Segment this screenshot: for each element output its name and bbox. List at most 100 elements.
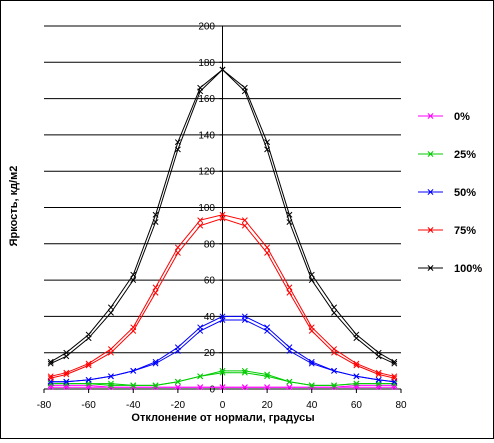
- data-point-75%-y_b-2: [85, 360, 92, 367]
- data-point-75%-y_b-13: [331, 346, 338, 353]
- data-point-50%-y_b-12: [308, 358, 315, 365]
- legend-marker-75%: [427, 227, 434, 233]
- legend-marker-25%: [427, 151, 434, 157]
- data-point-0%-y_b-11: [286, 384, 293, 391]
- legend-label-0%: 0%: [454, 111, 470, 123]
- y-tick-label-140: 140: [198, 130, 215, 141]
- data-point-75%-y_b-5: [152, 284, 159, 291]
- data-point-100%-y_b-0: [47, 358, 54, 365]
- data-point-100%-y_b-4: [130, 271, 137, 278]
- data-point-50%-y_b-11: [286, 344, 293, 351]
- x-tick-labels: -80 -60 -40 -20 0 20 40 60 80: [37, 400, 407, 411]
- data-point-25%-y_b-9: [241, 367, 248, 374]
- legend-item-25%: 25%: [418, 149, 476, 161]
- data-point-75%-y_b-10: [264, 244, 271, 251]
- x-tick-label--60: -60: [81, 400, 96, 411]
- x-axis-title: Отклонение от нормали, градусы: [131, 412, 314, 424]
- data-point-75%-y_b-0: [47, 373, 54, 380]
- data-point-25%-y_b-11: [286, 378, 293, 385]
- data-point-75%-y_b-16: [391, 373, 398, 380]
- y-tick-label-60: 60: [204, 276, 216, 287]
- data-point-25%-y_b-6: [174, 378, 181, 385]
- data-point-100%-y_b-7: [197, 84, 204, 91]
- data-point-75%-y_b-9: [241, 217, 248, 224]
- data-point-100%-y_b-6: [174, 139, 181, 146]
- data-point-100%-y_b-10: [264, 139, 271, 146]
- data-point-50%-y_b-10: [264, 324, 271, 331]
- data-point-25%-y_b-12: [308, 382, 315, 389]
- data-point-50%-y_b-13: [331, 367, 338, 374]
- data-point-100%-y_b-9: [241, 84, 248, 91]
- data-point-75%-y_a-7: [197, 222, 204, 229]
- data-point-100%-y_a-4: [130, 277, 137, 284]
- y-tick-label-80: 80: [204, 239, 216, 250]
- data-point-75%-y_b-11: [286, 284, 293, 291]
- x-tick-label-0: 0: [220, 400, 226, 411]
- data-point-75%-y_b-14: [353, 360, 360, 367]
- data-point-75%-y_b-7: [197, 217, 204, 224]
- legend-marker-0%: [427, 113, 434, 119]
- data-point-100%-y_b-11: [286, 211, 293, 218]
- x-tick-label--80: -80: [37, 400, 52, 411]
- series-100%: [47, 66, 398, 367]
- data-point-0%-y_b-6: [174, 384, 181, 391]
- data-point-25%-y_b-7: [197, 373, 204, 380]
- data-point-100%-y_a-13: [331, 309, 338, 316]
- data-point-50%-y_b-14: [353, 373, 360, 380]
- legend-label-100%: 100%: [454, 263, 482, 275]
- y-tick-label-160: 160: [198, 94, 215, 105]
- legend-item-50%: 50%: [418, 187, 476, 199]
- data-point-100%-y_b-8: [219, 66, 226, 73]
- axes: [43, 25, 402, 393]
- data-point-25%-y_b-14: [353, 380, 360, 387]
- legend-item-75%: 75%: [418, 225, 476, 237]
- x-tick-label-60: 60: [351, 400, 363, 411]
- data-point-50%-y_b-4: [130, 367, 137, 374]
- data-point-0%-y_b-8: [219, 384, 226, 391]
- data-point-25%-y_b-4: [130, 382, 137, 389]
- data-point-25%-y_b-8: [219, 367, 226, 374]
- data-point-100%-y_b-16: [391, 358, 398, 365]
- data-point-25%-y_b-5: [152, 382, 159, 389]
- data-point-100%-y_b-3: [107, 304, 114, 311]
- data-point-75%-y_b-4: [130, 324, 137, 331]
- data-point-50%-y_a-12: [308, 360, 315, 367]
- y-tick-label-180: 180: [198, 58, 215, 69]
- data-point-75%-y_b-1: [63, 369, 70, 376]
- data-point-50%-y_b-5: [152, 358, 159, 365]
- data-point-50%-y_b-7: [197, 324, 204, 331]
- series-25%: [47, 367, 398, 389]
- series-50%: [47, 313, 398, 385]
- data-point-75%-y_b-3: [107, 346, 114, 353]
- y-tick-label-40: 40: [204, 312, 216, 323]
- data-point-75%-y_a-9: [241, 222, 248, 229]
- data-point-100%-y_b-5: [152, 211, 159, 218]
- y-tick-label-20: 20: [204, 348, 216, 359]
- legend-label-50%: 50%: [454, 187, 476, 199]
- data-point-50%-y_a-5: [152, 360, 159, 367]
- y-tick-label-120: 120: [198, 167, 215, 178]
- x-tick-label--40: -40: [126, 400, 141, 411]
- legend-item-100%: 100%: [418, 263, 482, 275]
- x-tick-label-40: 40: [306, 400, 318, 411]
- data-point-100%-y_b-1: [63, 349, 70, 356]
- plot-area: [47, 66, 398, 391]
- legend-label-75%: 75%: [454, 225, 476, 237]
- data-point-25%-y_b-3: [107, 380, 114, 387]
- y-tick-label-100: 100: [198, 203, 215, 214]
- y-axis-title: Яркость, кд/м2: [8, 166, 20, 247]
- data-point-25%-y_b-10: [264, 371, 271, 378]
- data-point-75%-y_b-12: [308, 324, 315, 331]
- data-point-0%-y_b-7: [197, 384, 204, 391]
- legend-item-0%: 0%: [418, 111, 470, 123]
- y-tick-labels: 0 20 40 60 80 100 120 140 160 180 200: [198, 22, 215, 396]
- data-point-25%-y_b-13: [331, 382, 338, 389]
- x-tick-label-20: 20: [262, 400, 274, 411]
- data-point-100%-y_a-0: [47, 360, 54, 367]
- data-point-50%-y_b-15: [375, 376, 382, 383]
- data-point-50%-y_b-6: [174, 344, 181, 351]
- legend-marker-100%: [427, 265, 434, 271]
- legend-label-25%: 25%: [454, 149, 476, 161]
- data-point-75%-y_b-8: [219, 211, 226, 218]
